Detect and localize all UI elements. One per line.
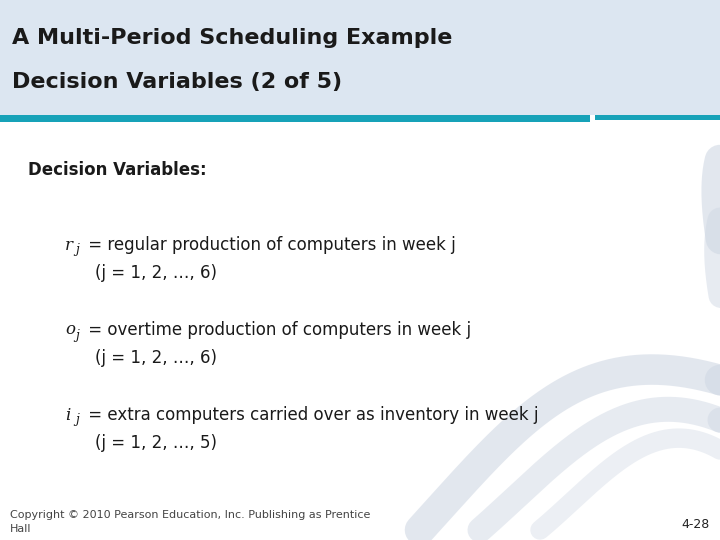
Text: = regular production of computers in week j: = regular production of computers in wee… — [83, 236, 456, 254]
Bar — [0, 115, 590, 122]
Text: = extra computers carried over as inventory in week j: = extra computers carried over as invent… — [83, 406, 539, 424]
Text: (j = 1, 2, …, 5): (j = 1, 2, …, 5) — [95, 434, 217, 452]
Bar — [595, 115, 720, 120]
Text: (j = 1, 2, …, 6): (j = 1, 2, …, 6) — [95, 264, 217, 282]
Text: j: j — [75, 328, 79, 341]
Text: j: j — [75, 244, 79, 256]
Text: A Multi-Period Scheduling Example: A Multi-Period Scheduling Example — [12, 28, 452, 48]
Text: o: o — [65, 321, 75, 339]
Text: r: r — [65, 237, 73, 253]
Text: Copyright © 2010 Pearson Education, Inc. Publishing as Prentice
Hall: Copyright © 2010 Pearson Education, Inc.… — [10, 510, 370, 534]
Text: Decision Variables (2 of 5): Decision Variables (2 of 5) — [12, 72, 342, 92]
Text: j: j — [75, 414, 79, 427]
Text: (j = 1, 2, …, 6): (j = 1, 2, …, 6) — [95, 349, 217, 367]
Bar — [0, 0, 720, 115]
Text: 4-28: 4-28 — [682, 517, 710, 530]
Text: = overtime production of computers in week j: = overtime production of computers in we… — [83, 321, 471, 339]
Text: i: i — [65, 407, 71, 423]
Text: Decision Variables:: Decision Variables: — [28, 161, 207, 179]
